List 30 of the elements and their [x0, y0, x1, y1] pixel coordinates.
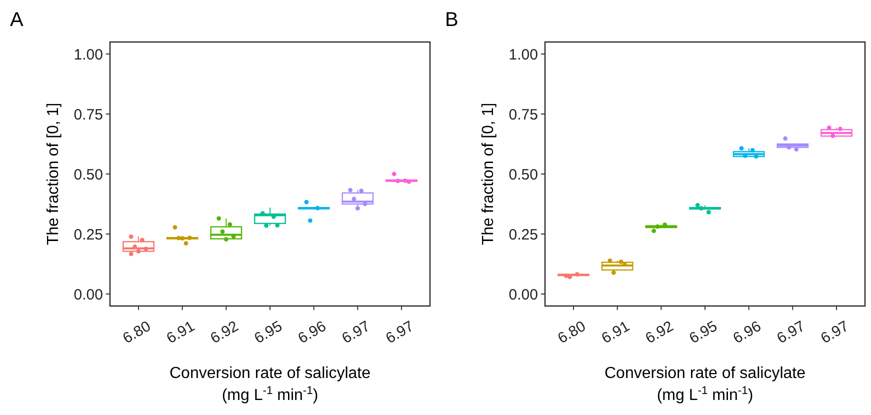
y-tick-label: 1.00: [508, 46, 538, 64]
y-tick-label: 0.00: [508, 286, 538, 304]
y-tick-label: 0.75: [508, 106, 538, 124]
y-tick-label: 1.00: [74, 46, 103, 64]
y-tick-label: 0.50: [508, 166, 538, 184]
chart-title: A: [10, 9, 24, 31]
x-tick-label: 6.92: [642, 318, 676, 348]
x-tick-label: 6.95: [251, 318, 286, 348]
x-tick-label: 6.97: [774, 318, 808, 348]
x-tick-label: 6.97: [382, 318, 417, 348]
x-tick-label: 6.80: [554, 318, 589, 348]
x-tick-label: 6.96: [295, 318, 330, 348]
x-axis-title: Conversion rate of salicylate (mg L$^{-1}$ min$^{-1}$): [170, 365, 371, 404]
x-tick-label: 6.97: [818, 318, 852, 348]
x-axis-title: Conversion rate of salicylate (mg L$^{-1}$ min$^{-1}$): [604, 365, 806, 404]
x-tick-label: 6.91: [598, 318, 633, 348]
y-tick-label: 0.50: [74, 166, 103, 184]
y-axis-title: The fraction of [0, 1]: [480, 102, 497, 246]
x-tick-label: 6.95: [686, 318, 720, 348]
chart-title: B: [445, 9, 458, 31]
x-tick-label: 6.92: [208, 318, 242, 348]
x-tick-label: 6.97: [339, 318, 373, 348]
x-tick-label: 6.80: [120, 318, 154, 348]
y-tick-label: 0.00: [74, 286, 103, 304]
y-tick-label: 0.75: [74, 106, 103, 124]
x-tick-label: 6.96: [730, 318, 764, 348]
y-tick-label: 0.25: [74, 226, 103, 244]
x-tick-label: 6.91: [164, 318, 198, 348]
y-tick-label: 0.25: [508, 226, 538, 244]
y-axis-title: The fraction of [0, 1]: [45, 102, 62, 246]
